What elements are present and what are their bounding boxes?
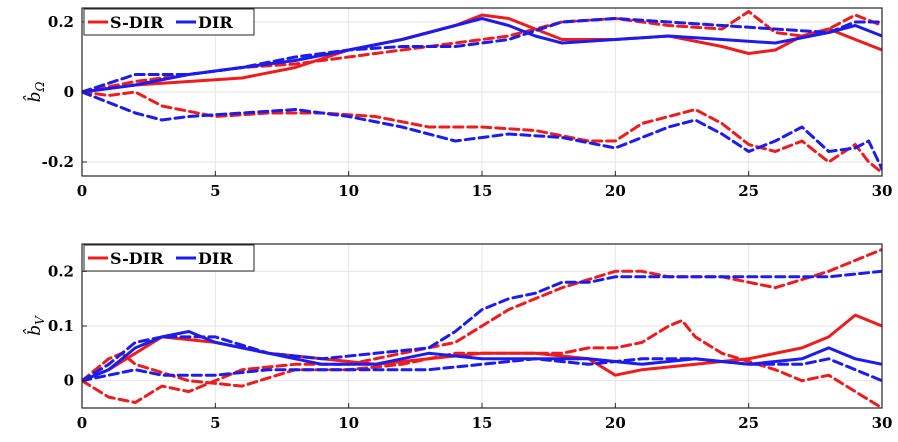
x-tick-label: 15 <box>472 182 493 200</box>
x-tick-label: 25 <box>738 414 759 432</box>
y-tick-label: 0.2 <box>48 262 74 280</box>
y-axis-label-subscript: Ω <box>33 82 47 93</box>
legend-label-s-dir: S-DIR <box>110 13 164 32</box>
legend-box <box>83 8 255 36</box>
x-tick-label: 10 <box>338 182 359 200</box>
series-line-dir-5 <box>82 269 882 383</box>
series-line-s-dir-2 <box>82 248 882 404</box>
legend: S-DIR DIR <box>83 8 255 36</box>
x-tick-label: 0 <box>77 414 87 432</box>
x-tick-label: 5 <box>210 414 220 432</box>
y-tick-label: -0.2 <box>42 153 74 171</box>
series-line-s-dir-3 <box>82 319 882 408</box>
y-tick-label: 0.2 <box>48 13 74 31</box>
series-group <box>82 10 882 174</box>
series-line-dir-5 <box>82 17 882 94</box>
x-tick-label: 10 <box>338 414 359 432</box>
legend-label-s-dir: S-DIR <box>110 249 164 268</box>
series-line-dir-6 <box>82 357 882 383</box>
series-line-dir-6 <box>82 90 882 171</box>
x-tick-label: 5 <box>210 182 220 200</box>
x-tick-label: 20 <box>605 414 626 432</box>
legend-box <box>83 244 255 272</box>
x-tick-label: 0 <box>77 182 87 200</box>
x-tick-label: 20 <box>605 182 626 200</box>
y-axis-label-subscript: V <box>33 315 47 325</box>
y-tick-label: 0 <box>64 372 74 390</box>
subplot-1: 0 5 10 15 20 25 30-0.200.2b̂ΩS-DIR DIR <box>23 7 893 200</box>
x-tick-label: 30 <box>872 414 893 432</box>
x-tick-label: 25 <box>738 182 759 200</box>
x-tick-label: 30 <box>872 182 893 200</box>
y-tick-label: 0 <box>64 83 74 101</box>
legend-label-dir: DIR <box>198 13 233 32</box>
x-tick-label: 15 <box>472 414 493 432</box>
legend: S-DIR DIR <box>83 244 255 272</box>
series-group <box>82 248 882 408</box>
legend-label-dir: DIR <box>198 249 233 268</box>
y-tick-label: 0.1 <box>48 317 74 335</box>
